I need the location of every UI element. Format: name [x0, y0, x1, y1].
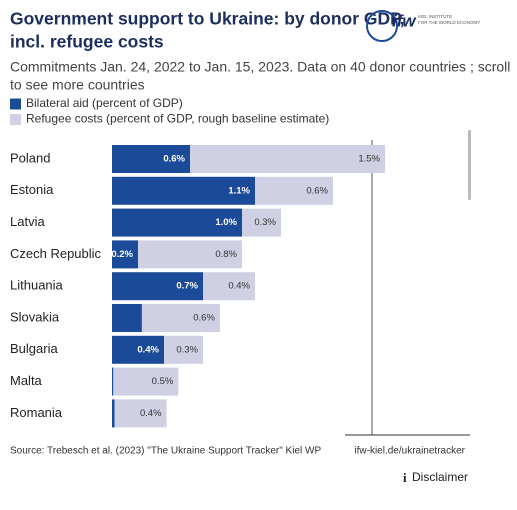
data-label: 0.3%: [176, 344, 198, 355]
legend-swatch: [10, 98, 21, 110]
data-label: 0.8%: [215, 249, 237, 260]
y-tick-label: Poland: [10, 150, 50, 165]
legend-swatch: [10, 114, 21, 125]
data-label: 0.6%: [163, 154, 185, 165]
y-tick-label: Bulgaria: [10, 341, 58, 356]
bar-segment: [255, 176, 333, 205]
data-label: 0.4%: [140, 408, 162, 419]
bar-segment: [242, 208, 281, 237]
bar-segment: [141, 304, 220, 332]
bar-segment: [112, 272, 203, 301]
info-icon[interactable]: i: [403, 470, 407, 485]
y-tick-label: Lithuania: [10, 278, 64, 293]
logo-subtext: KIEL INSTITUTE: [418, 14, 452, 19]
bar-segment: [112, 240, 138, 269]
scrollbar[interactable]: [468, 130, 471, 200]
logo-text: ifw: [392, 11, 417, 30]
link[interactable]: ifw-kiel.de/ukrainetracker: [354, 446, 465, 457]
bar-segment: [112, 145, 190, 173]
logo: ifw KIEL INSTITUTE FOR THE WORLD ECONOMY: [366, 10, 480, 42]
bar-segment: [112, 176, 255, 205]
y-tick-label: Romania: [10, 405, 63, 420]
bar-segment: [112, 367, 114, 396]
chart-title: Government support to Ukraine: by donor …: [10, 9, 404, 29]
bar-segment: [164, 335, 203, 364]
bar-segment: [113, 367, 179, 396]
data-label: 1.1%: [228, 185, 250, 196]
logo-globe: [366, 10, 398, 42]
subtitle: Commitments Jan. 24, 2022 to Jan. 15, 20…: [10, 59, 510, 75]
y-tick-label: Czech Republic: [10, 246, 102, 261]
data-label: 0.4%: [137, 344, 159, 355]
data-label: 0.6%: [306, 185, 328, 196]
data-label: 0.6%: [193, 313, 215, 324]
bar-segment: [112, 208, 242, 237]
y-tick-label: Malta: [10, 373, 43, 388]
data-label: 1.0%: [215, 217, 237, 228]
logo-subtext: FOR THE WORLD ECONOMY: [418, 20, 480, 25]
bar-segment: [138, 240, 242, 269]
y-tick-label: Estonia: [10, 182, 54, 197]
bar-segment: [114, 399, 167, 428]
bar-segment: [112, 335, 164, 364]
disclaimer[interactable]: Disclaimer: [412, 470, 468, 484]
y-tick-label: Latvia: [10, 214, 45, 229]
data-label: 0.7%: [176, 281, 198, 292]
data-label: 0.5%: [152, 376, 174, 387]
data-label: 1.5%: [358, 154, 380, 165]
bar-segment: [112, 399, 115, 428]
y-tick-label: Slovakia: [10, 309, 60, 324]
source: Source: Trebesch et al. (2023) "The Ukra…: [10, 446, 321, 457]
chart-title: incl. refugee costs: [10, 32, 164, 52]
data-label: 0.2%: [111, 249, 133, 260]
legend-label: Bilateral aid (percent of GDP): [26, 96, 183, 110]
legend-label: Refugee costs (percent of GDP, rough bas…: [26, 112, 329, 126]
data-label: 0.4%: [228, 281, 250, 292]
bar-segment: [190, 145, 385, 173]
data-label: 0.3%: [254, 217, 276, 228]
bar-segment: [203, 272, 255, 301]
subtitle: to see more countries: [10, 77, 145, 93]
bar-segment: [112, 304, 142, 332]
